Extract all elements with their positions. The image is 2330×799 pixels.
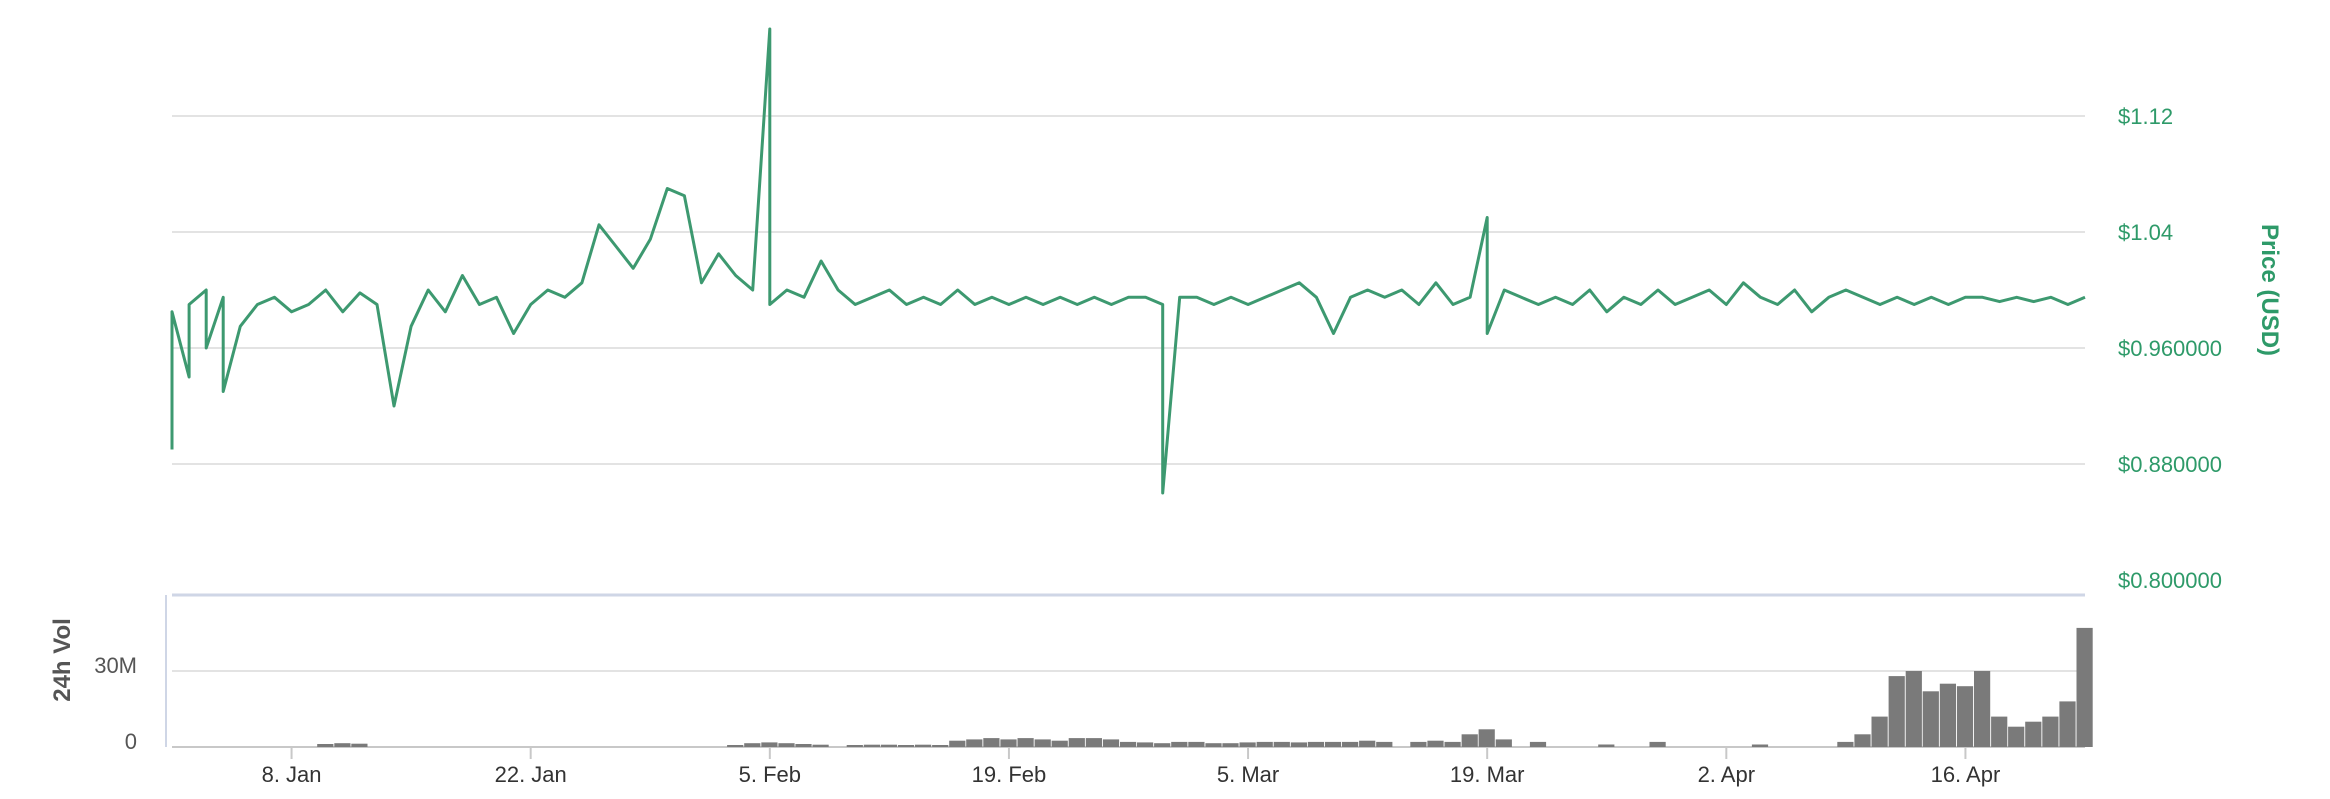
volume-bar — [1837, 741, 1854, 747]
date-tick-label: 22. Jan — [495, 762, 567, 787]
volume-bar — [1854, 734, 1871, 747]
volume-bar — [2042, 716, 2059, 747]
volume-bar — [2076, 627, 2093, 747]
volume-bar — [1239, 742, 1256, 747]
volume-bar — [897, 745, 915, 747]
volume-bar — [880, 744, 897, 747]
volume-bar — [744, 743, 761, 747]
volume-bar — [727, 745, 744, 747]
price-gridlines — [172, 115, 2085, 465]
volume-bar — [863, 744, 880, 747]
volume-bar — [1120, 741, 1137, 747]
volume-bar — [1290, 742, 1307, 747]
volume-bar — [1256, 741, 1273, 747]
volume-bar — [1529, 741, 1547, 747]
volume-bar — [1068, 738, 1085, 747]
volume-bar — [1273, 741, 1290, 747]
volume-bar — [1222, 743, 1239, 747]
volume-bar — [1171, 741, 1188, 747]
volume-bar — [1478, 729, 1495, 747]
volume-bar — [1307, 741, 1324, 747]
volume-bar — [2059, 701, 2076, 747]
volume-bar — [1154, 743, 1171, 747]
volume-bar — [1649, 741, 1666, 747]
volume-bar — [1410, 741, 1427, 747]
date-tick-label: 16. Apr — [1931, 762, 2001, 787]
date-axis-ticks: 8. Jan 22. Jan 5. Feb 19. Feb 5. Mar 19. Mar 2… — [262, 747, 2001, 787]
date-tick-label: 19. Mar — [1450, 762, 1525, 787]
volume-bar — [1974, 671, 1991, 747]
volume-bar — [1495, 739, 1512, 747]
volume-axis-title: 24h Vol — [49, 618, 76, 702]
volume-bar — [1956, 686, 1974, 747]
volume-bar — [915, 744, 932, 747]
volume-bar — [1205, 743, 1222, 747]
volume-bar — [1188, 741, 1205, 747]
date-tick-label: 8. Jan — [262, 762, 322, 787]
volume-bar — [1000, 739, 1017, 747]
price-tick-label: $0.800000 — [2118, 568, 2222, 593]
volume-bar — [1751, 744, 1769, 747]
volume-bar — [1102, 739, 1120, 747]
volume-bar — [932, 745, 949, 747]
price-tick-label: $1.12 — [2118, 104, 2173, 129]
volume-bar — [778, 743, 795, 747]
volume-tick-label: 0 — [125, 729, 137, 754]
volume-bar — [1871, 716, 1888, 747]
date-tick-label: 2. Apr — [1698, 762, 1755, 787]
volume-bar — [1359, 740, 1376, 747]
volume-bar — [1991, 716, 2008, 747]
volume-bar — [1939, 683, 1956, 747]
volume-bar — [1444, 741, 1461, 747]
price-tick-label: $0.960000 — [2118, 336, 2222, 361]
volume-bar — [949, 740, 966, 747]
volume-bar — [1888, 676, 1905, 747]
volume-bar — [317, 744, 334, 747]
date-tick-label: 5. Feb — [739, 762, 801, 787]
volume-bar — [1085, 738, 1102, 747]
volume-bar — [1598, 744, 1615, 747]
volume-bar — [1461, 734, 1478, 747]
volume-bar — [1376, 741, 1393, 747]
volume-bar — [846, 745, 863, 747]
volume-bar — [1427, 740, 1444, 747]
volume-bar — [2008, 726, 2025, 747]
volume-bar — [1922, 691, 1939, 747]
volume-bar — [1324, 741, 1342, 747]
volume-bar — [2025, 721, 2042, 747]
volume-bar — [1905, 671, 1922, 747]
volume-bars — [317, 627, 2093, 747]
price-axis-ticks: $1.12 $1.04 $0.960000 $0.880000 $0.800000 — [2118, 104, 2222, 593]
volume-gridlines — [165, 593, 2085, 748]
volume-bar — [983, 738, 1000, 747]
date-tick-label: 19. Feb — [972, 762, 1047, 787]
volume-bar — [1051, 740, 1068, 747]
volume-bar — [795, 744, 812, 747]
volume-bar — [1137, 742, 1154, 747]
volume-bar — [812, 744, 829, 747]
volume-axis-ticks: 30M 0 — [94, 653, 137, 754]
volume-bar — [1342, 741, 1359, 747]
volume-bar — [761, 742, 778, 747]
date-tick-label: 5. Mar — [1217, 762, 1279, 787]
volume-bar — [334, 743, 351, 747]
volume-tick-label: 30M — [94, 653, 137, 678]
volume-bar — [1017, 738, 1034, 747]
price-series-line — [170, 27, 2086, 495]
price-axis-title: Price (USD) — [2256, 224, 2283, 356]
volume-bar — [1034, 739, 1051, 747]
volume-bar — [966, 739, 983, 747]
volume-bar — [351, 743, 368, 747]
price-tick-label: $0.880000 — [2118, 452, 2222, 477]
price-tick-label: $1.04 — [2118, 220, 2173, 245]
